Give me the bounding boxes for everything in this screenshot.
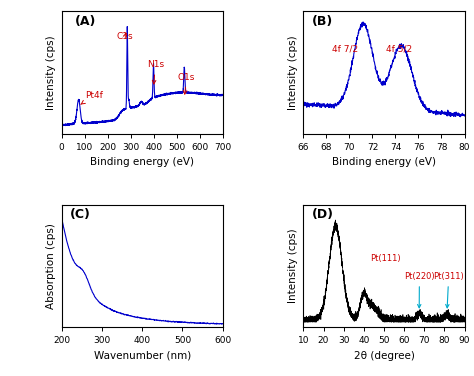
Y-axis label: Intensity (cps): Intensity (cps) <box>46 35 56 110</box>
Text: 4f 5/2: 4f 5/2 <box>386 45 412 54</box>
X-axis label: Binding energy (eV): Binding energy (eV) <box>332 157 436 167</box>
Text: (A): (A) <box>74 15 96 28</box>
Y-axis label: Absorption (cps): Absorption (cps) <box>46 223 56 309</box>
Text: Pt4f: Pt4f <box>81 91 102 105</box>
X-axis label: Binding energy (eV): Binding energy (eV) <box>90 157 194 167</box>
Y-axis label: Intensity (cps): Intensity (cps) <box>288 35 298 110</box>
Text: (B): (B) <box>311 15 333 28</box>
Text: (D): (D) <box>311 208 333 221</box>
X-axis label: 2θ (degree): 2θ (degree) <box>354 351 414 361</box>
Text: O1s: O1s <box>178 73 195 94</box>
Text: C1s: C1s <box>117 32 134 41</box>
Y-axis label: Intensity (cps): Intensity (cps) <box>288 229 298 303</box>
X-axis label: Wavenumber (nm): Wavenumber (nm) <box>93 351 191 361</box>
Text: Pt(111): Pt(111) <box>370 254 401 263</box>
Text: Pt(311): Pt(311) <box>433 272 464 308</box>
Text: N1s: N1s <box>147 61 164 84</box>
Text: Pt(220): Pt(220) <box>404 272 435 308</box>
Text: (C): (C) <box>70 208 91 221</box>
Text: 4f 7/2: 4f 7/2 <box>332 45 358 54</box>
